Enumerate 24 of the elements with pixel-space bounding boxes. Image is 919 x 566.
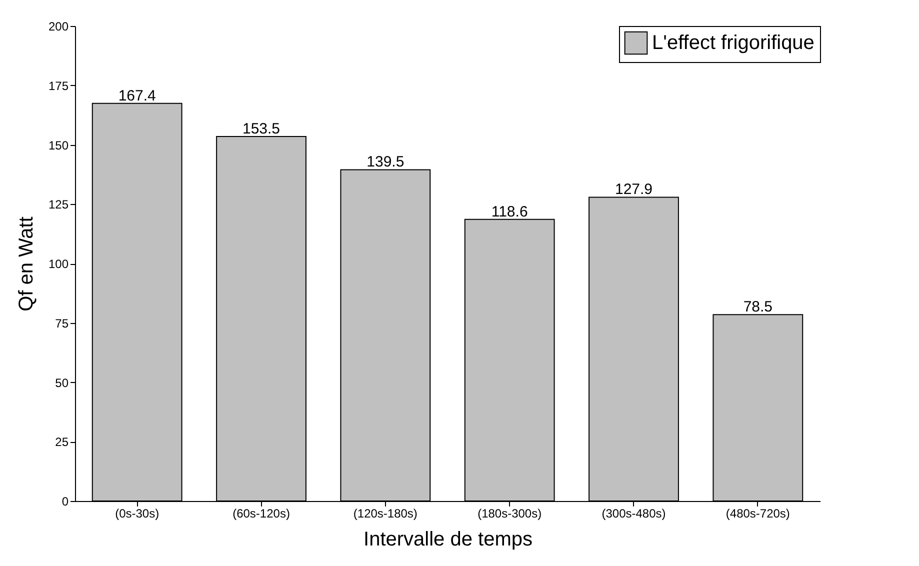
y-tick-label: 25 [55,435,69,450]
x-tick-label: (480s-720s) [726,506,790,520]
data-label: 127.9 [614,181,653,198]
y-tick-label: 200 [48,20,69,34]
data-label: 167.4 [118,87,156,104]
y-tick-label: 100 [48,257,69,271]
y-tick-label: 175 [48,78,69,93]
y-axis-title: Qf en Watt [15,216,38,312]
data-label: 139.5 [366,154,404,171]
legend-label: L'effect frigorifique [652,32,814,54]
y-tick-label: 150 [48,138,69,152]
x-axis-title: Intervalle de temps [364,528,532,550]
x-tick-label: (300s-480s) [602,506,666,520]
y-tick-label: 50 [55,376,69,390]
data-label: 153.5 [242,120,280,138]
y-tick-label: 0 [62,494,69,508]
x-tick-label: (0s-30s) [115,506,160,520]
data-label: 118.6 [491,203,528,220]
x-tick-label: (180s-300s) [478,506,542,520]
x-tick-label: (60s-120s) [232,506,290,520]
data-label: 78.5 [743,298,773,316]
x-tick-label: (120s-180s) [353,506,418,520]
y-tick-label: 75 [55,316,69,330]
y-tick-label: 125 [48,198,69,212]
